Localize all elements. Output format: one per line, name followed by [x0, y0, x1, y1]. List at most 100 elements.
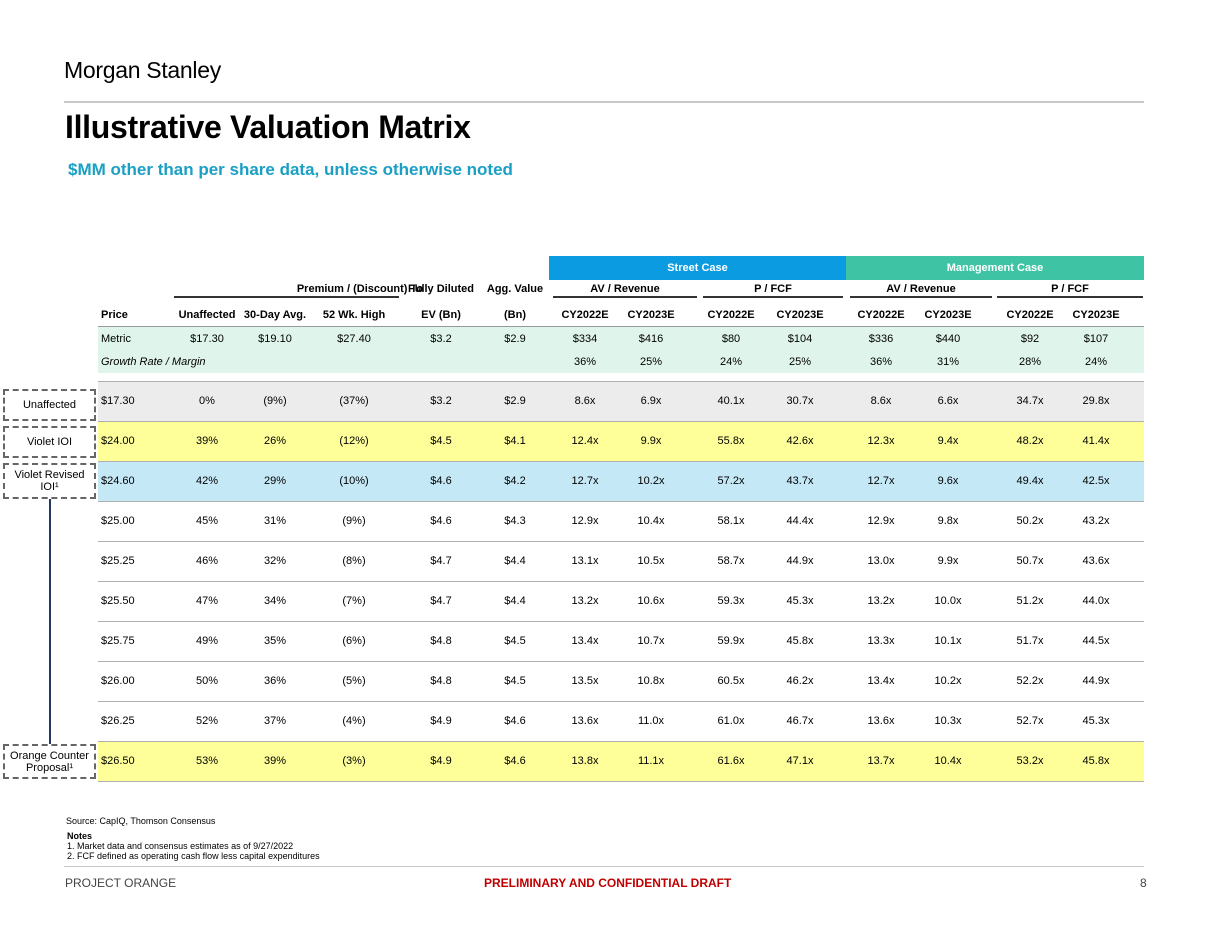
table-cell: $4.6 [504, 755, 526, 767]
management-case-header: Management Case [846, 256, 1144, 280]
highlight-band [98, 381, 1144, 421]
table-cell: 47.1x [786, 755, 814, 767]
price-cell: $25.00 [101, 515, 135, 527]
table-cell: 10.3x [934, 715, 962, 727]
metric-cell: $416 [638, 333, 664, 345]
table-cell: 60.5x [717, 675, 745, 687]
metric-cell: Metric [101, 333, 131, 345]
group-header-fully_diluted: Fully Diluted [408, 283, 474, 295]
column-header: CY2023E [627, 309, 675, 321]
table-cell: 9.4x [937, 435, 959, 447]
group-header-underline [997, 296, 1143, 298]
table-cell: $3.2 [430, 395, 452, 407]
table-cell: 45.8x [1082, 755, 1110, 767]
table-cell: 30.7x [786, 395, 814, 407]
table-cell: 11.0x [637, 715, 665, 727]
growth-margin-cell: 25% [788, 356, 812, 368]
metric-cell: $92 [1020, 333, 1040, 345]
table-cell: 0% [199, 395, 215, 407]
table-cell: 44.9x [1082, 675, 1110, 687]
price-cell: $17.30 [101, 395, 135, 407]
highlight-band [98, 461, 1144, 501]
table-cell: 9.6x [937, 475, 959, 487]
table-cell: 49.4x [1016, 475, 1044, 487]
callout-unaffected-label: Unaffected [22, 399, 76, 411]
table-cell: 57.2x [717, 475, 745, 487]
table-cell: $4.5 [504, 675, 526, 687]
row-separator [98, 326, 1144, 327]
table-cell: 10.4x [637, 515, 665, 527]
table-cell: $4.3 [504, 515, 526, 527]
table-cell: 12.9x [571, 515, 599, 527]
page-title: Illustrative Valuation Matrix [65, 109, 471, 145]
table-cell: 10.2x [934, 675, 962, 687]
table-cell: 13.2x [571, 595, 599, 607]
column-header: CY2022E [561, 309, 609, 321]
table-cell: $4.7 [430, 555, 452, 567]
price-cell: $25.50 [101, 595, 135, 607]
column-header: 30-Day Avg. [243, 309, 307, 321]
table-cell: 10.8x [637, 675, 665, 687]
table-cell: 51.7x [1016, 635, 1044, 647]
project-name: PROJECT ORANGE [65, 876, 177, 890]
table-cell: 44.9x [786, 555, 814, 567]
table-cell: 9.9x [937, 555, 959, 567]
row-separator [98, 501, 1144, 502]
table-cell: 13.6x [867, 715, 895, 727]
table-cell: 26% [263, 435, 287, 447]
table-cell: 50% [195, 675, 219, 687]
table-cell: 46% [195, 555, 219, 567]
table-cell: 34% [263, 595, 287, 607]
metric-cell: $27.40 [337, 333, 371, 345]
page-subtitle: $MM other than per share data, unless ot… [68, 160, 513, 179]
row-separator [98, 621, 1144, 622]
callout-orange-line1: Orange Counter [10, 749, 89, 762]
column-header: (Bn) [504, 309, 526, 321]
growth-margin-cell: 36% [869, 356, 893, 368]
table-cell: 13.1x [571, 555, 599, 567]
table-cell: 10.7x [637, 635, 665, 647]
table-cell: 6.6x [937, 395, 959, 407]
table-cell: 43.6x [1082, 555, 1110, 567]
table-cell: 12.4x [571, 435, 599, 447]
growth-margin-cell: 24% [1084, 356, 1108, 368]
row-separator [98, 661, 1144, 662]
table-cell: 9.9x [640, 435, 662, 447]
metric-cell: $17.30 [190, 333, 224, 345]
table-cell: $4.6 [430, 515, 452, 527]
table-cell: 10.4x [934, 755, 962, 767]
table-cell: (37%) [339, 395, 369, 407]
group-header-underline [553, 296, 697, 298]
column-header: CY2023E [776, 309, 824, 321]
column-header: CY2022E [707, 309, 755, 321]
street-case-header: Street Case [549, 256, 846, 280]
table-cell: 45.3x [1082, 715, 1110, 727]
table-cell: 10.0x [934, 595, 962, 607]
table-cell: (3%) [342, 755, 366, 767]
table-cell: 48.2x [1016, 435, 1044, 447]
callout-violet-revised-line1: Violet Revised [14, 469, 85, 481]
table-cell: 12.7x [867, 475, 895, 487]
table-cell: $4.9 [430, 715, 452, 727]
column-header: Unaffected [178, 309, 236, 321]
draft-label: PRELIMINARY AND CONFIDENTIAL DRAFT [484, 876, 732, 890]
table-cell: (10%) [339, 475, 369, 487]
table-cell: 52.2x [1016, 675, 1044, 687]
row-separator [98, 741, 1144, 742]
table-cell: 32% [263, 555, 287, 567]
group-header-street_p_fcf: P / FCF [754, 283, 792, 295]
table-cell: 40.1x [717, 395, 745, 407]
table-cell: 50.2x [1016, 515, 1044, 527]
table-cell: 8.6x [574, 395, 596, 407]
table-cell: 53.2x [1016, 755, 1044, 767]
table-cell: $2.9 [504, 395, 526, 407]
price-cell: $25.75 [101, 635, 135, 647]
table-cell: 9.8x [937, 515, 959, 527]
metric-cell: $3.2 [430, 333, 452, 345]
table-cell: 34.7x [1016, 395, 1044, 407]
table-cell: 39% [195, 435, 219, 447]
table-cell: 43.7x [786, 475, 814, 487]
table-cell: 13.2x [867, 595, 895, 607]
table-cell: $4.6 [430, 475, 452, 487]
column-header: 52 Wk. High [322, 309, 386, 321]
